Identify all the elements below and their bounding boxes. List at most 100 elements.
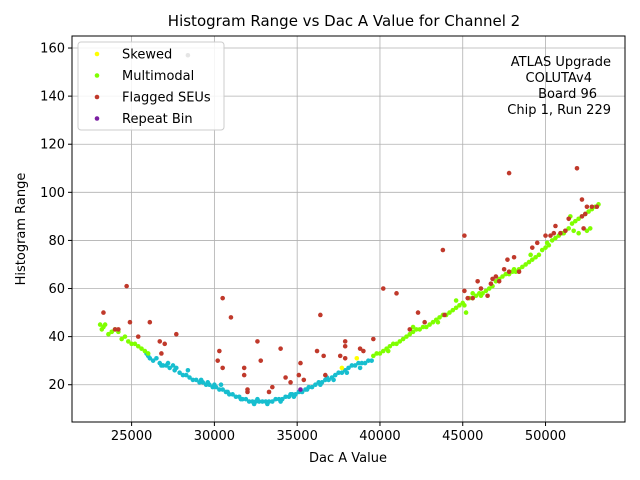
annotation-line-1: ATLAS Upgrade — [511, 55, 611, 70]
point-flagged-seus — [342, 343, 348, 349]
legend-label: Skewed — [122, 48, 172, 63]
x-tick-label: 50000 — [525, 429, 566, 444]
point-normal — [233, 394, 239, 400]
point-flagged-seus — [174, 331, 179, 337]
y-tick-label: 40 — [48, 330, 65, 345]
point-flagged-seus — [162, 341, 168, 347]
x-axis-title: Dac A Value — [309, 451, 387, 466]
point-flagged-seus — [462, 288, 467, 294]
point-multimodal — [584, 228, 590, 234]
point-normal — [190, 377, 196, 383]
annotation-line-3: Board 96 — [538, 87, 597, 102]
point-flagged-seus — [407, 327, 413, 332]
point-normal — [349, 363, 355, 368]
y-tick-label: 140 — [40, 90, 65, 105]
point-multimodal — [394, 341, 399, 347]
point-flagged-seus — [566, 216, 572, 222]
point-normal — [332, 372, 338, 378]
point-multimodal — [453, 305, 459, 311]
point-normal — [336, 370, 341, 375]
legend-marker — [94, 51, 100, 57]
point-multimodal — [576, 230, 581, 236]
point-flagged-seus — [298, 360, 303, 366]
point-flagged-seus — [440, 247, 446, 253]
point-flagged-seus — [475, 279, 480, 284]
point-multimodal — [483, 288, 489, 294]
point-multimodal — [430, 319, 436, 325]
point-flagged-seus — [478, 286, 484, 291]
point-normal — [198, 377, 204, 383]
point-multimodal — [533, 254, 538, 260]
point-normal — [318, 382, 323, 388]
point-normal — [193, 377, 199, 383]
point-multimodal — [566, 226, 572, 231]
point-multimodal — [106, 331, 111, 337]
point-multimodal — [125, 339, 131, 344]
point-flagged-seus — [589, 204, 595, 210]
point-multimodal — [543, 245, 548, 250]
point-flagged-seus — [579, 197, 585, 202]
point-normal — [273, 396, 278, 402]
point-normal — [356, 360, 361, 366]
point-multimodal — [576, 216, 581, 222]
point-normal — [187, 375, 192, 380]
point-multimodal — [122, 334, 128, 339]
point-normal — [265, 401, 270, 407]
point-multimodal — [473, 293, 479, 299]
point-normal — [359, 360, 365, 366]
point-flagged-seus — [157, 339, 163, 344]
point-multimodal — [132, 341, 138, 347]
point-normal — [278, 399, 283, 404]
legend: Skewed Multimodal Flagged SEUs Repeat Bin — [77, 41, 225, 131]
point-normal — [218, 382, 224, 388]
point-multimodal — [528, 252, 533, 258]
legend-label: Repeat Bin — [122, 112, 193, 127]
point-flagged-seus — [422, 319, 427, 325]
point-flagged-seus — [548, 233, 553, 238]
point-multimodal — [453, 298, 459, 303]
point-flagged-seus — [342, 339, 348, 344]
y-axis-title: Histogram Range — [14, 173, 29, 286]
point-normal — [154, 355, 159, 361]
point-flagged-seus — [127, 319, 133, 325]
point-flagged-seus — [101, 310, 106, 315]
point-normal — [243, 396, 249, 402]
point-flagged-seus — [159, 351, 164, 356]
point-multimodal — [435, 319, 441, 325]
point-normal — [362, 360, 368, 366]
point-normal — [352, 363, 358, 368]
point-flagged-seus — [255, 339, 260, 344]
point-flagged-seus — [582, 211, 588, 217]
point-multimodal — [478, 293, 484, 299]
point-flagged-seus — [581, 226, 586, 231]
point-multimodal — [544, 240, 550, 246]
point-multimodal — [539, 247, 545, 253]
point-flagged-seus — [529, 245, 535, 250]
point-flagged-seus — [220, 295, 225, 301]
point-flagged-seus — [563, 228, 568, 234]
point-flagged-seus — [485, 293, 490, 299]
point-flagged-seus — [283, 375, 288, 380]
point-multimodal — [129, 341, 134, 347]
point-normal — [357, 365, 363, 371]
point-multimodal — [109, 329, 115, 335]
point-flagged-seus — [217, 348, 222, 354]
point-flagged-seus — [228, 315, 234, 320]
point-flagged-seus — [357, 346, 363, 351]
point-multimodal — [571, 228, 576, 234]
point-flagged-seus — [323, 372, 328, 378]
point-multimodal — [377, 351, 383, 356]
x-tick-label: 35000 — [276, 429, 317, 444]
point-flagged-seus — [551, 230, 557, 236]
point-normal — [150, 358, 156, 363]
y-tick-label: 120 — [40, 138, 65, 153]
point-flagged-seus — [505, 257, 510, 262]
point-normal — [225, 389, 230, 395]
point-normal — [339, 370, 345, 375]
point-normal — [172, 367, 177, 373]
point-flagged-seus — [490, 276, 495, 282]
annotation-line-2: COLUTAv4 — [526, 71, 592, 86]
point-flagged-seus — [442, 312, 447, 318]
point-flagged-seus — [321, 353, 326, 359]
point-normal — [183, 372, 189, 378]
